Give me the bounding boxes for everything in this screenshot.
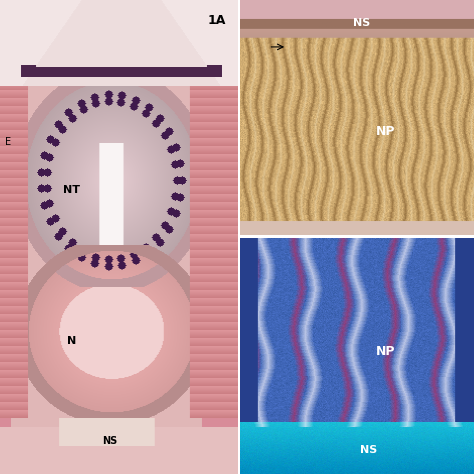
Text: NS: NS (353, 18, 371, 28)
Text: NP: NP (375, 125, 395, 138)
Text: NP: NP (375, 345, 395, 358)
Text: NT: NT (63, 184, 80, 195)
Text: E: E (5, 137, 11, 147)
Text: NS: NS (360, 446, 377, 456)
Text: NS: NS (102, 436, 117, 446)
Text: 1A: 1A (208, 14, 226, 27)
Text: N: N (67, 336, 76, 346)
